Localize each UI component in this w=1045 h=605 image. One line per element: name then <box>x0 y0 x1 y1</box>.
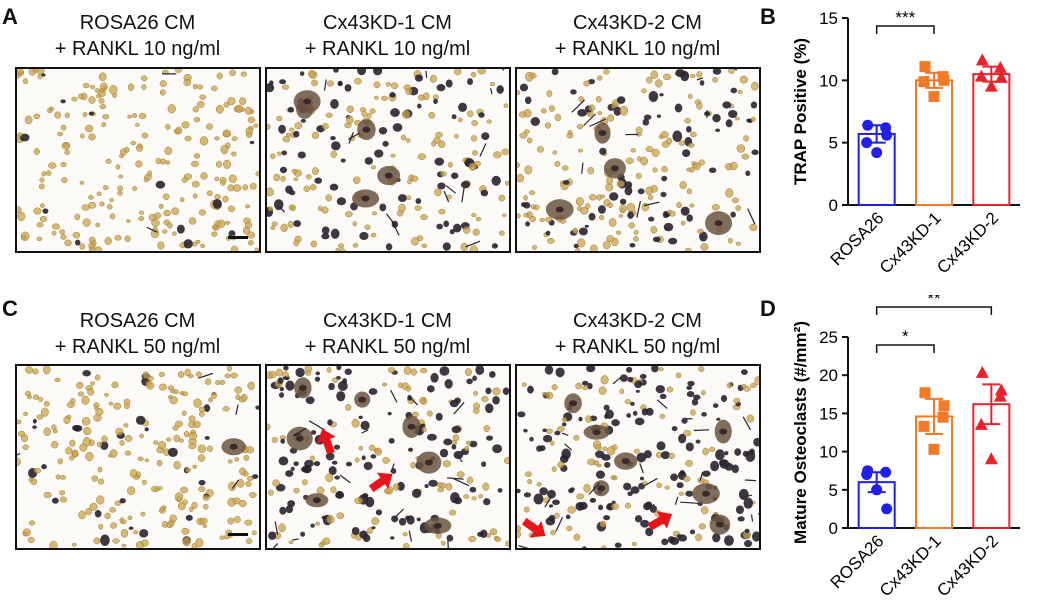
red-arrow-icon <box>316 428 336 455</box>
data-point <box>994 70 1008 83</box>
cell-field <box>267 69 509 251</box>
data-point <box>918 76 930 88</box>
y-axis-label: Mature Osteoclasts (#/mm²) <box>791 321 810 544</box>
x-tick-label: Cx43KD-1 <box>876 531 945 600</box>
data-point <box>938 74 950 86</box>
data-point <box>861 137 873 149</box>
scale-bar-c <box>228 533 248 536</box>
caption-line-1: Cx43KD-1 CM <box>323 310 452 332</box>
cell-field <box>517 69 759 251</box>
caption-line-2: + RANKL 50 ng/ml <box>554 336 721 358</box>
caption-line-1: ROSA26 CM <box>79 310 196 332</box>
data-point <box>880 466 892 478</box>
caption-line-2: + RANKL 10 ng/ml <box>554 38 721 60</box>
y-axis-label: TRAP Positive (%) <box>791 38 810 185</box>
y-tick-label: 5 <box>829 481 838 500</box>
data-point <box>937 411 949 423</box>
y-tick-label: 25 <box>819 328 838 347</box>
panel-letter-b: B <box>760 4 776 29</box>
cell-field <box>17 366 259 548</box>
data-point <box>993 389 1007 402</box>
x-tick-label: Cx43KD-1 <box>876 208 945 277</box>
significance-label: * <box>902 327 909 346</box>
data-point <box>994 383 1008 396</box>
caption-c-kd1: Cx43KD-1 CM + RANKL 50 ng/ml <box>265 308 510 360</box>
data-point <box>919 61 931 73</box>
data-point <box>974 69 988 82</box>
panel-letter-a: A <box>2 4 18 29</box>
significance-bracket <box>875 25 935 34</box>
y-tick-label: 15 <box>819 9 838 28</box>
data-point <box>871 147 883 159</box>
panel-letter-c: C <box>2 296 18 321</box>
panel-letter-d: D <box>760 296 776 321</box>
data-point <box>919 387 931 399</box>
significance-label: ** <box>927 295 941 308</box>
caption-line-2: + RANKL 10 ng/ml <box>304 38 471 60</box>
data-point <box>974 417 988 430</box>
significance-bracket <box>875 344 935 353</box>
red-arrow-icon <box>521 517 546 538</box>
data-point <box>984 452 998 465</box>
x-tick-label: Cx43KD-2 <box>933 531 1002 600</box>
y-tick-label: 0 <box>829 196 838 215</box>
data-point <box>861 469 873 481</box>
data-point <box>975 365 989 378</box>
data-point <box>918 420 930 432</box>
caption-line-2: + RANKL 50 ng/ml <box>304 336 471 358</box>
micrograph-a-rosa26 <box>15 67 261 253</box>
data-point <box>928 91 940 103</box>
caption-a-kd1: Cx43KD-1 CM + RANKL 10 ng/ml <box>265 10 510 62</box>
data-point <box>984 79 998 92</box>
data-point <box>871 484 883 496</box>
cell-field <box>517 366 759 548</box>
data-point <box>993 60 1007 73</box>
data-point <box>881 129 893 141</box>
caption-c-rosa26: ROSA26 CM + RANKL 50 ng/ml <box>15 308 260 360</box>
significance-bracket <box>875 306 993 315</box>
micrograph-c-rosa26 <box>15 364 261 550</box>
caption-line-2: + RANKL 50 ng/ml <box>54 336 221 358</box>
bar <box>972 73 1011 206</box>
data-point <box>938 400 950 412</box>
y-tick-label: 15 <box>819 404 838 423</box>
caption-line-1: Cx43KD-2 CM <box>573 310 702 332</box>
data-point <box>881 503 893 515</box>
micrograph-c-kd2 <box>515 364 761 550</box>
y-tick-label: 10 <box>819 443 838 462</box>
micrograph-a-kd1 <box>265 67 511 253</box>
cell-field <box>17 69 259 251</box>
red-arrow-icon <box>368 472 393 493</box>
y-tick-label: 10 <box>819 71 838 90</box>
caption-line-1: ROSA26 CM <box>79 12 196 34</box>
caption-line-2: + RANKL 10 ng/ml <box>54 38 221 60</box>
data-point <box>862 119 874 131</box>
caption-line-1: Cx43KD-2 CM <box>573 12 702 34</box>
micrograph-a-kd2 <box>515 67 761 253</box>
y-tick-label: 0 <box>829 519 838 538</box>
scale-bar-a <box>228 236 248 239</box>
data-point <box>928 443 940 455</box>
y-tick-label: 5 <box>829 134 838 153</box>
caption-a-kd2: Cx43KD-2 CM + RANKL 10 ng/ml <box>515 10 760 62</box>
caption-a-rosa26: ROSA26 CM + RANKL 10 ng/ml <box>15 10 260 62</box>
x-tick-label: Cx43KD-2 <box>933 208 1002 277</box>
data-point <box>975 53 989 66</box>
red-arrow-icon <box>647 511 673 531</box>
caption-line-1: Cx43KD-1 CM <box>323 12 452 34</box>
y-tick-label: 20 <box>819 366 838 385</box>
significance-label: *** <box>895 8 915 27</box>
caption-c-kd2: Cx43KD-2 CM + RANKL 50 ng/ml <box>515 308 760 360</box>
